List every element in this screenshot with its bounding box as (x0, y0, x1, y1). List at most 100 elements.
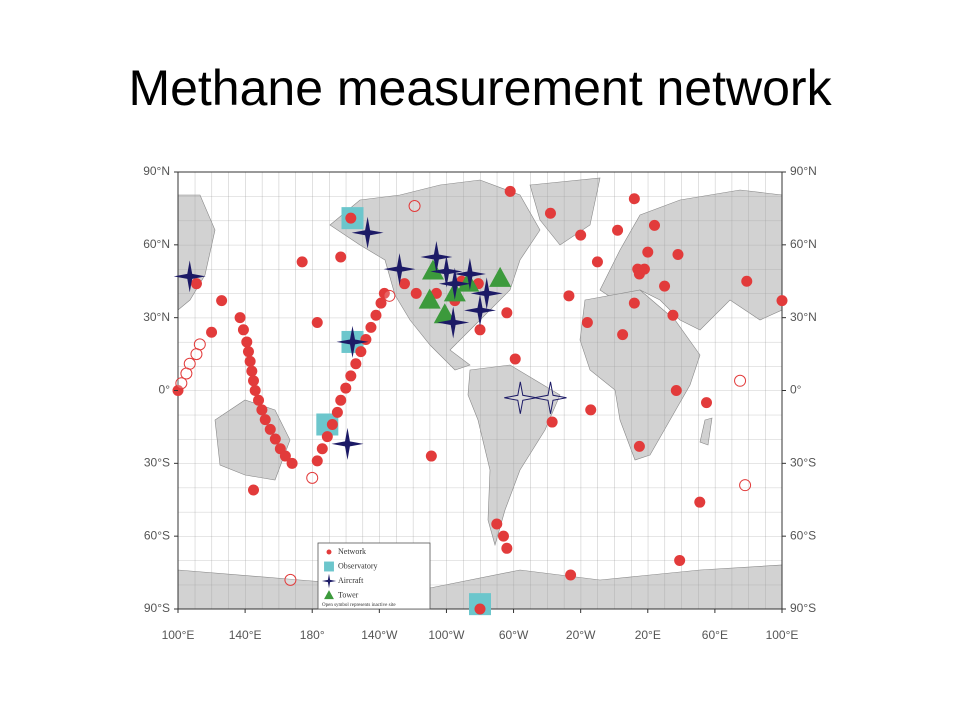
network-site (504, 185, 516, 197)
network-site (617, 329, 629, 341)
x-tick-label: 140°W (361, 628, 398, 642)
network-site (350, 358, 362, 370)
aircraft-site (464, 294, 496, 327)
network-site (345, 370, 357, 382)
network-site (565, 569, 577, 581)
aircraft-site (383, 253, 416, 286)
tower-site (457, 271, 480, 292)
aircraft-site (534, 381, 567, 414)
tower-site (324, 590, 334, 600)
network-site (321, 431, 333, 443)
network-site (248, 375, 259, 387)
network-site (670, 385, 682, 396)
network-site (659, 280, 671, 292)
network-site (284, 573, 297, 586)
network-site (399, 278, 410, 290)
network-site (331, 406, 343, 418)
network-site (190, 278, 202, 290)
network-site (248, 484, 259, 496)
network-site (612, 224, 624, 236)
x-tick-label: 20°E (635, 628, 661, 642)
network-site (628, 193, 640, 205)
y-tick-label: 60°S (144, 528, 170, 542)
network-site (326, 418, 338, 430)
aircraft-site (437, 306, 470, 339)
network-site (642, 246, 654, 258)
network-site (206, 326, 218, 338)
network-site (575, 229, 587, 241)
network-site (674, 554, 686, 566)
network-site (306, 471, 319, 484)
network-site (509, 353, 521, 365)
aircraft-site (331, 427, 364, 460)
aircraft-site (504, 381, 537, 414)
aircraft-site (470, 277, 503, 310)
network-site (237, 324, 249, 336)
aircraft-site (173, 260, 206, 293)
network-site (311, 317, 323, 329)
aircraft-site (420, 241, 453, 273)
x-tick-label: 60°E (702, 628, 728, 642)
network-site (242, 346, 254, 358)
network-site (335, 394, 347, 406)
network-site (383, 289, 396, 302)
network-site (741, 275, 753, 287)
network-site (244, 355, 256, 367)
y-tick-label-right: 60°S (790, 528, 816, 542)
network-site (776, 295, 788, 307)
network-site (269, 433, 281, 445)
x-tick-label: 100°W (428, 628, 465, 642)
network-site (501, 542, 513, 554)
y-tick-label: 60°N (143, 237, 170, 251)
network-site (648, 219, 660, 231)
network-site (253, 394, 265, 406)
network-site (628, 297, 640, 309)
x-tick-label: 100°E (766, 628, 799, 642)
network-site (408, 199, 421, 212)
y-tick-label: 90°S (144, 601, 170, 615)
legend: Network Observatory Aircraft Tower Open symb… (317, 542, 431, 610)
y-tick-label-right: 60°N (790, 237, 817, 251)
network-site (491, 518, 503, 530)
network-site (591, 256, 603, 268)
legend-label: Network (338, 547, 366, 556)
network-site (734, 374, 747, 387)
y-tick-label: 30°S (144, 456, 170, 470)
y-tick-label-right: 30°N (790, 310, 817, 324)
legend-label: Aircraft (338, 576, 364, 585)
x-tick-label: 100°E (162, 628, 195, 642)
x-tick-label: 180° (300, 628, 325, 642)
x-tick-label: 60°W (499, 628, 529, 642)
network-site (279, 450, 291, 462)
network-site (249, 385, 261, 396)
aircraft-site (336, 325, 369, 358)
legend-label: Tower (338, 590, 359, 599)
network-site (190, 348, 203, 361)
y-tick-label: 0° (159, 383, 171, 397)
network-site (375, 297, 387, 309)
network-site (544, 207, 556, 219)
network-site (410, 287, 422, 299)
network-site (286, 457, 298, 469)
network-site (340, 382, 352, 394)
network-site (216, 295, 228, 307)
network-site (581, 317, 593, 329)
x-tick-label: 20°W (566, 628, 596, 642)
network-site (497, 530, 509, 542)
y-tick-label: 30°N (143, 310, 170, 324)
x-tick-label: 140°E (229, 628, 262, 642)
network-site (180, 367, 193, 380)
map-frame (177, 171, 783, 610)
network-site (667, 309, 679, 321)
network-site (585, 404, 597, 416)
network-site (672, 249, 684, 261)
slide-title: Methane measurement network (128, 60, 832, 116)
network-site (370, 309, 382, 321)
legend-label: Observatory (338, 561, 378, 570)
network-site (633, 440, 645, 452)
network-site (316, 443, 328, 455)
network-site (501, 307, 513, 319)
network-site (296, 256, 308, 268)
